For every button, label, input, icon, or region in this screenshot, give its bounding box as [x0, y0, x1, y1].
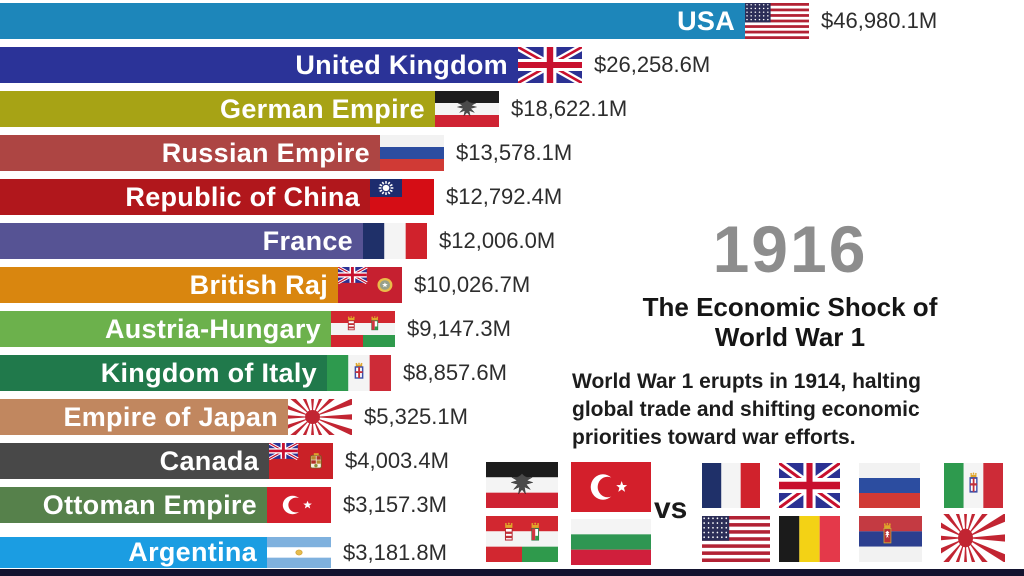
bar-label: France [262, 225, 353, 256]
bar-label: German Empire [220, 93, 425, 124]
flag-uk-icon [779, 463, 840, 508]
flag-bulgaria-icon [571, 519, 651, 565]
bar-label: USA [677, 5, 735, 36]
flag-belgium-icon [779, 516, 840, 562]
bar-row: Empire of Japan $5,325.1M [0, 399, 1024, 435]
chart-title-line2: World War 1 [714, 322, 866, 352]
year-label: 1916 [712, 212, 868, 286]
bar: British Raj [0, 267, 338, 303]
flag-uk-icon [518, 47, 582, 83]
flag-roc-icon [370, 179, 434, 215]
bar: France [0, 223, 363, 259]
bar-value: $3,157.3M [343, 492, 447, 517]
bar-label: Argentina [128, 537, 257, 567]
bar: Russian Empire [0, 135, 380, 171]
flag-ottoman-icon [571, 462, 651, 512]
bar-label: Republic of China [125, 181, 360, 212]
bar-value: $4,003.4M [345, 448, 449, 473]
flag-japan_empire-icon [941, 514, 1005, 562]
flag-france-icon [363, 223, 427, 259]
bar-row: Canada $4,003.4M [0, 443, 1024, 479]
bar-row: German Empire $18,622.1M [0, 91, 1024, 127]
bar: United Kingdom [0, 47, 518, 83]
description-line: global trade and shifting economic [572, 398, 920, 421]
bar: Empire of Japan [0, 399, 288, 435]
bar: Kingdom of Italy [0, 355, 327, 391]
bar-value: $13,578.1M [456, 140, 573, 165]
flag-france-icon [702, 463, 760, 508]
bar: Argentina [0, 537, 267, 568]
bar-row: Russian Empire $13,578.1M [0, 135, 1024, 171]
bar-value: $46,980.1M [821, 8, 938, 33]
bar-row: Republic of China $12,792.4M [0, 179, 1024, 215]
bar-value: $5,325.1M [364, 404, 468, 429]
bar: Austria-Hungary [0, 311, 331, 347]
chart-description: World War 1 erupts in 1914, halting glob… [572, 368, 1020, 452]
bar: USA [0, 3, 745, 39]
chart-title: The Economic Shock of World War 1 [560, 292, 1020, 352]
bar-value: $8,857.6M [403, 360, 507, 385]
bar-row: Austria-Hungary $9,147.3M [0, 311, 1024, 347]
flag-usa-icon [745, 3, 809, 39]
bar-label: Canada [159, 445, 259, 476]
incoming-bar-strip [0, 569, 1024, 576]
description-line: World War 1 erupts in 1914, halting [572, 370, 921, 393]
flag-ottoman-icon [267, 487, 331, 523]
bar-value: $3,181.8M [343, 539, 447, 565]
flag-austria_hungary-icon [486, 516, 558, 562]
chart-title-line1: The Economic Shock of [642, 292, 938, 322]
bar-value: $10,026.7M [414, 272, 531, 297]
flag-german_empire-icon [486, 462, 558, 508]
bar: Republic of China [0, 179, 370, 215]
bar: Canada [0, 443, 269, 479]
bar-value: $12,006.0M [439, 228, 556, 253]
bar-value: $26,258.6M [594, 52, 711, 77]
bar-row: USA $46,980.1M [0, 3, 1024, 39]
description-line: priorities toward war efforts. [572, 426, 856, 449]
bar-label: Kingdom of Italy [100, 357, 317, 388]
bar-label: United Kingdom [295, 49, 508, 80]
flag-usa-icon [702, 516, 770, 562]
bar-label: Empire of Japan [63, 401, 278, 432]
bar-row: British Raj $10,026.7M [0, 267, 1024, 303]
flag-canada_red_ensign-icon [269, 443, 333, 479]
flag-british_raj-icon [338, 267, 402, 303]
bar: Ottoman Empire [0, 487, 267, 523]
bar-row: France $12,006.0M [0, 223, 1024, 259]
bar-label: Austria-Hungary [104, 313, 321, 344]
vs-label: vs [654, 492, 688, 525]
flag-italy_kingdom-icon [327, 355, 391, 391]
bar-label: British Raj [189, 269, 328, 300]
bar-value: $12,792.4M [446, 184, 563, 209]
flag-italy_kingdom-icon [944, 463, 1003, 508]
flag-serbia-icon [859, 516, 922, 562]
flag-german_empire-icon [435, 91, 499, 127]
bar-row: United Kingdom $26,258.6M [0, 47, 1024, 83]
bar-row: Kingdom of Italy $8,857.6M [0, 355, 1024, 391]
bar-row: Argentina $3,181.8M [0, 537, 1024, 568]
flag-austria_hungary-icon [331, 311, 395, 347]
bar-value: $18,622.1M [511, 96, 628, 121]
flag-russia-icon [380, 135, 444, 171]
bar-value: $9,147.3M [407, 316, 511, 341]
flag-russia-icon [859, 463, 920, 508]
bar-label: Russian Empire [161, 137, 370, 168]
flag-argentina-icon [267, 537, 331, 568]
bar-row: Ottoman Empire $3,157.3M [0, 487, 1024, 523]
bar-label: Ottoman Empire [42, 489, 257, 520]
flag-japan_empire-icon [288, 399, 352, 435]
bar: German Empire [0, 91, 435, 127]
